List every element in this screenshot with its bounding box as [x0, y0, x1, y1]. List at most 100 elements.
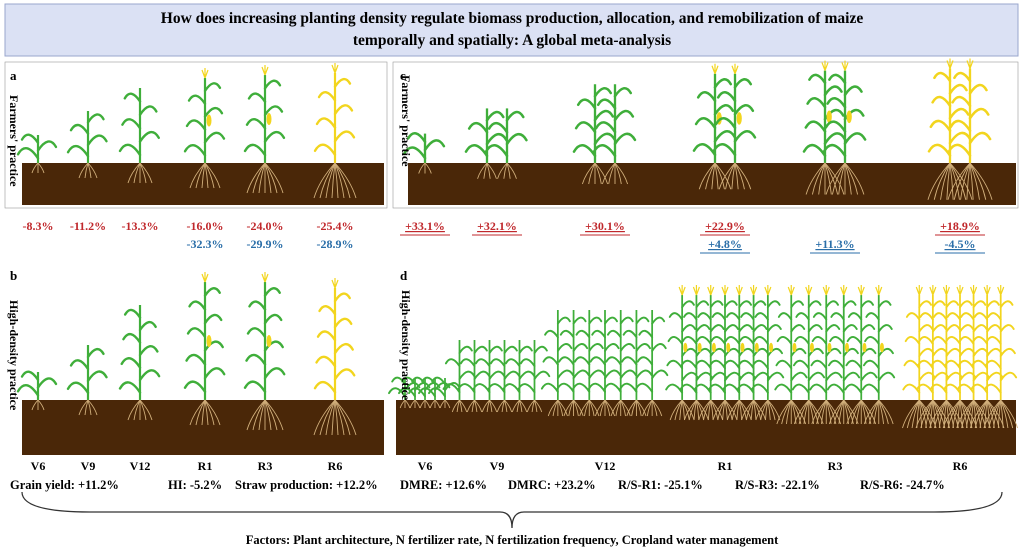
leaf: [681, 324, 697, 333]
tassel: [678, 285, 686, 296]
root: [843, 399, 854, 425]
root: [651, 399, 658, 417]
root: [767, 399, 771, 421]
leaf: [263, 340, 284, 352]
leaf: [692, 143, 717, 157]
stage-label: V6: [31, 459, 46, 473]
decrease-label: +33.1%: [405, 219, 445, 233]
leaf: [592, 144, 617, 158]
root: [534, 399, 543, 413]
leaf: [986, 347, 1003, 358]
root: [133, 399, 141, 421]
root: [969, 162, 974, 200]
leaf: [877, 371, 896, 382]
root: [264, 399, 272, 431]
root: [940, 162, 951, 200]
leaf: [790, 324, 806, 333]
root: [516, 399, 520, 413]
root: [87, 162, 98, 179]
root: [844, 162, 852, 195]
leaf: [943, 383, 961, 394]
leaf: [203, 287, 221, 297]
leaf: [603, 382, 622, 393]
tassel: [711, 63, 719, 74]
practice-label: High-density practice: [399, 290, 413, 401]
leaf: [724, 336, 741, 345]
root: [604, 399, 611, 417]
root: [979, 399, 988, 429]
decrease-label: -13.3%: [122, 219, 159, 233]
leaf: [739, 336, 755, 345]
leaf: [956, 383, 975, 394]
leaf: [138, 320, 157, 332]
root: [651, 399, 663, 417]
root: [938, 399, 947, 429]
leaf: [694, 117, 717, 130]
leaf: [825, 300, 840, 309]
leaf: [203, 82, 222, 93]
root: [620, 399, 626, 417]
root: [252, 399, 266, 431]
root: [258, 399, 266, 431]
leaf: [697, 312, 712, 321]
leaf: [398, 387, 416, 398]
leaf: [621, 356, 638, 366]
leaf: [972, 336, 989, 345]
leaf: [959, 300, 973, 309]
root: [681, 399, 685, 421]
ear: [711, 342, 716, 353]
root: [599, 399, 606, 417]
leaf: [973, 312, 989, 321]
root: [496, 399, 505, 413]
root: [84, 162, 89, 179]
leaf: [423, 139, 446, 152]
leaf: [316, 330, 337, 342]
leaf: [825, 371, 843, 382]
leaf: [574, 121, 597, 134]
leaf: [737, 359, 755, 370]
root: [824, 162, 832, 195]
root: [434, 399, 441, 409]
leaf: [533, 345, 548, 355]
leaf: [752, 347, 769, 358]
leaf: [766, 347, 784, 358]
leaf: [752, 300, 767, 309]
leaf: [752, 359, 769, 370]
leaf: [594, 121, 617, 134]
tassel: [787, 285, 795, 296]
ear: [266, 335, 272, 347]
root: [906, 399, 920, 429]
stage-label: R6: [953, 459, 968, 473]
leaf: [829, 336, 845, 345]
leaf: [825, 324, 841, 333]
leaf: [487, 383, 506, 394]
leaf: [959, 324, 974, 333]
leaf: [930, 359, 948, 370]
root: [503, 162, 508, 179]
leaf: [693, 383, 712, 394]
leaf: [681, 336, 698, 345]
summary-item: R/S-R6: -24.7%: [860, 478, 945, 492]
root: [127, 162, 141, 184]
root: [486, 162, 497, 179]
leaf: [695, 300, 710, 309]
tassel: [692, 285, 700, 296]
leaf: [802, 143, 827, 157]
leaf: [556, 343, 573, 352]
leaf: [722, 383, 741, 394]
leaf: [86, 348, 105, 359]
leaf: [16, 384, 40, 397]
leaf: [556, 316, 571, 325]
root: [688, 399, 697, 421]
root: [626, 399, 637, 417]
root: [486, 399, 490, 413]
leaf: [406, 132, 427, 144]
root: [614, 162, 622, 185]
leaf: [860, 300, 875, 309]
leaf: [949, 119, 972, 132]
leaf: [36, 140, 58, 152]
leaf: [945, 300, 960, 309]
ear: [697, 342, 702, 353]
leaf: [811, 336, 828, 345]
leaf: [968, 107, 990, 120]
